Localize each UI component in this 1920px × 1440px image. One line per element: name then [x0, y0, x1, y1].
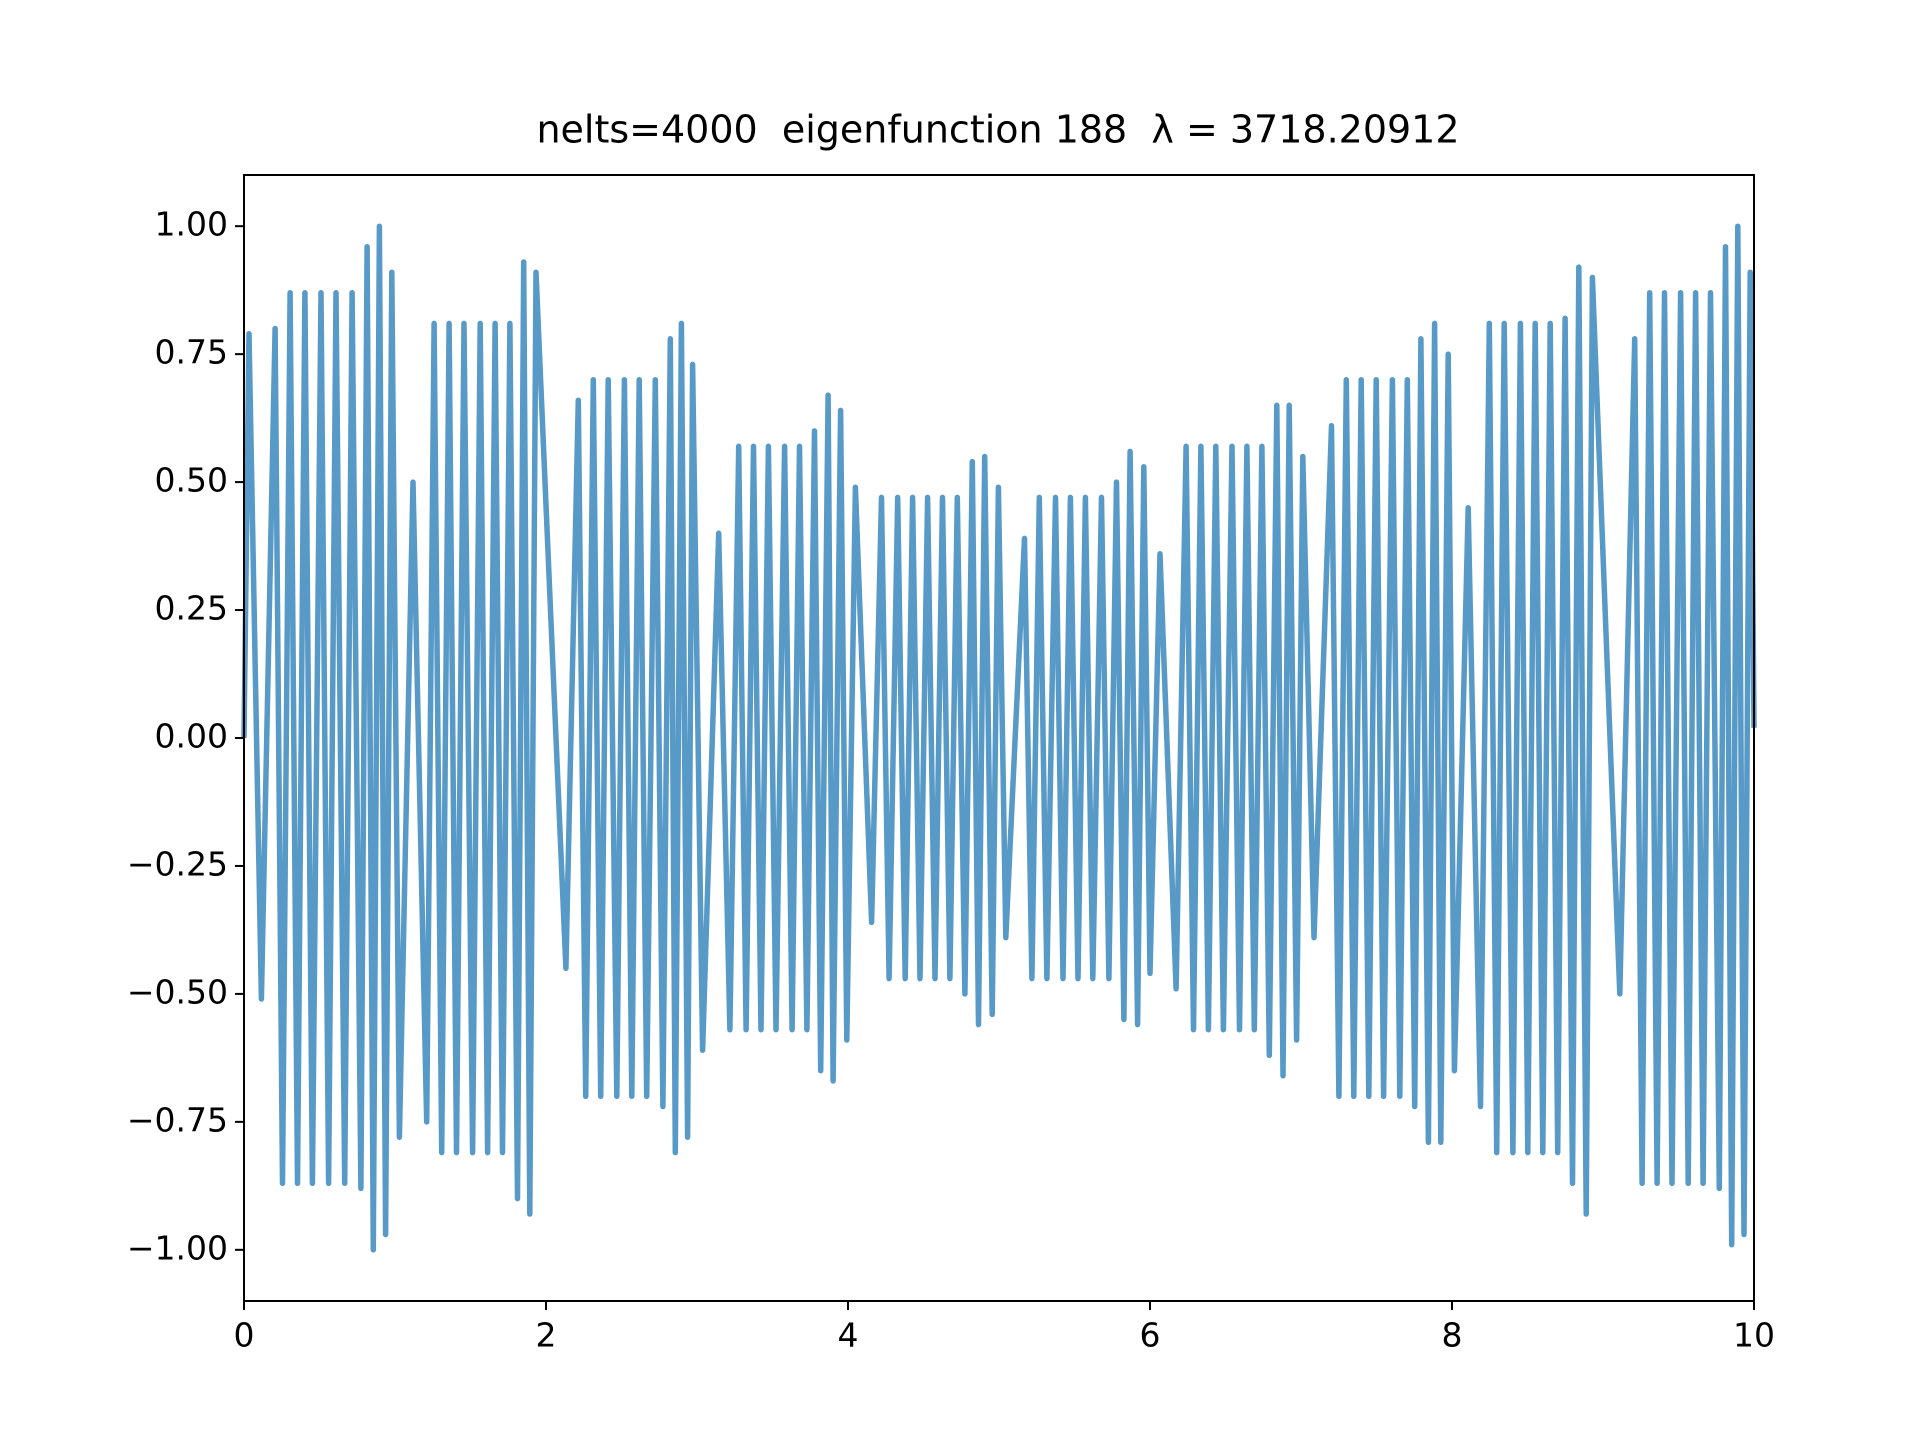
y-tick-label: −0.25 — [127, 844, 228, 883]
y-tick-label: 0.25 — [155, 589, 228, 628]
y-tick-label: 1.00 — [155, 205, 228, 244]
data-line — [241, 223, 1757, 1253]
y-tick-label: −1.00 — [127, 1228, 228, 1267]
x-tick-label: 8 — [1442, 1316, 1463, 1355]
x-tick-label: 4 — [838, 1316, 859, 1355]
x-tick-label: 2 — [536, 1316, 557, 1355]
y-tick-label: 0.50 — [155, 461, 228, 500]
y-tick-label: −0.75 — [127, 1100, 228, 1139]
y-tick-label: 0.75 — [155, 333, 228, 372]
x-tick-label: 0 — [234, 1316, 255, 1355]
x-tick-label: 10 — [1733, 1316, 1775, 1355]
chart-title: nelts=4000 eigenfunction 188 λ = 3718.20… — [536, 108, 1459, 152]
y-tick-label: −0.50 — [127, 972, 228, 1011]
x-tick-label: 6 — [1140, 1316, 1161, 1355]
y-tick-label: 0.00 — [155, 717, 228, 756]
